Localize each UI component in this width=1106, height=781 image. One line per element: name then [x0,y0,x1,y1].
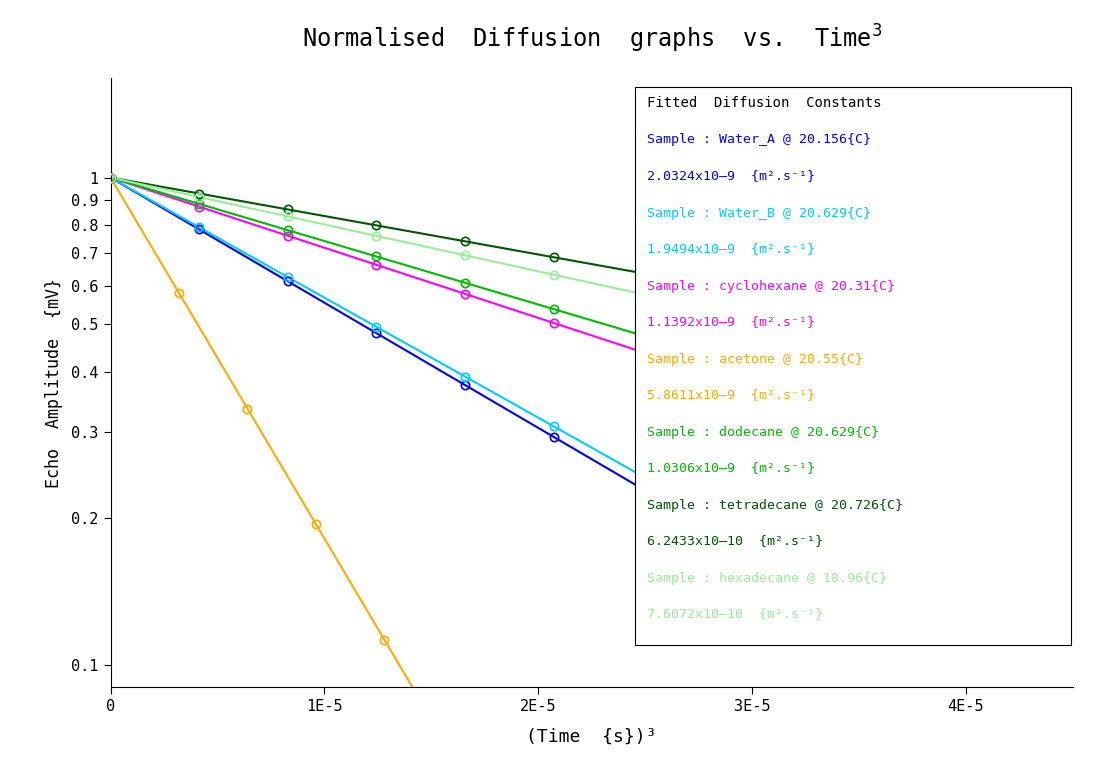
FancyBboxPatch shape [635,87,1071,644]
Text: Sample : hexadecane @ 18.96{C}: Sample : hexadecane @ 18.96{C} [647,572,887,585]
Text: Sample : cyclohexane @ 20.31{C}: Sample : cyclohexane @ 20.31{C} [647,280,895,293]
X-axis label: (Time  {s})³: (Time {s})³ [526,728,657,746]
Text: Sample : tetradecane @ 20.726{C}: Sample : tetradecane @ 20.726{C} [647,499,902,512]
Text: 2.0324x10–9  {m².s⁻¹}: 2.0324x10–9 {m².s⁻¹} [647,169,814,182]
Text: 1.1392x10–9  {m².s⁻¹}: 1.1392x10–9 {m².s⁻¹} [647,315,814,328]
Text: Sample : dodecane @ 20.629{C}: Sample : dodecane @ 20.629{C} [647,426,878,439]
Text: 6.2433x10–10  {m².s⁻¹}: 6.2433x10–10 {m².s⁻¹} [647,534,823,547]
Text: 1.9494x10–9  {m².s⁻¹}: 1.9494x10–9 {m².s⁻¹} [647,242,814,255]
Text: 1.0306x10–9  {m².s⁻¹}: 1.0306x10–9 {m².s⁻¹} [647,462,814,474]
Text: Sample : acetone @ 20.55{C}: Sample : acetone @ 20.55{C} [647,353,863,366]
Text: 7.6072x10–10  {m².s⁻¹}: 7.6072x10–10 {m².s⁻¹} [647,608,823,620]
Title: Normalised  Diffusion  graphs  vs.  Time$^3$: Normalised Diffusion graphs vs. Time$^3$ [302,23,881,55]
Text: Sample : Water_B @ 20.629{C}: Sample : Water_B @ 20.629{C} [647,207,870,219]
Y-axis label: Echo  Amplitude  {mV}: Echo Amplitude {mV} [45,278,63,487]
Text: Fitted  Diffusion  Constants: Fitted Diffusion Constants [647,96,881,110]
Text: 5.8611x10–9  {m².s⁻¹}: 5.8611x10–9 {m².s⁻¹} [647,388,814,401]
Text: Sample : Water_A @ 20.156{C}: Sample : Water_A @ 20.156{C} [647,134,870,147]
